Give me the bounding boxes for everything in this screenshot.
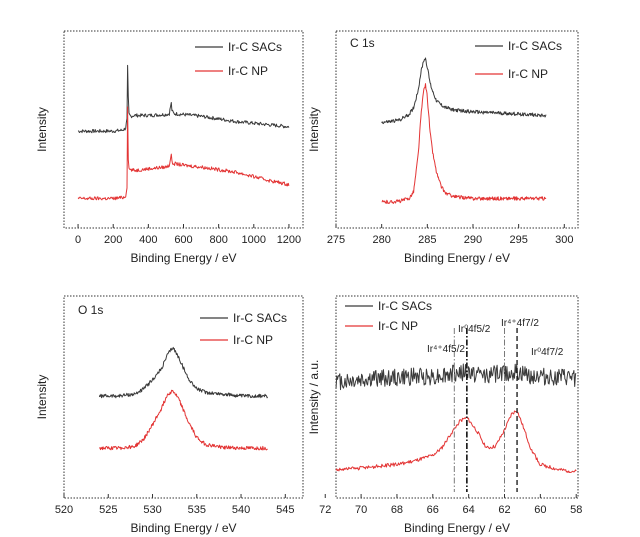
peak-annotation: Ir⁴⁺4f5/2 — [427, 344, 465, 355]
x-tick-label: 70 — [355, 504, 367, 516]
x-tick-label: 285 — [418, 234, 436, 246]
x-axis-label: Binding Energy / eV — [404, 521, 510, 535]
legend-label: Ir-C NP — [378, 319, 418, 333]
y-axis-label: Intensity — [35, 107, 49, 152]
x-tick-label: 1200 — [277, 234, 301, 246]
x-tick-label: 1000 — [242, 234, 266, 246]
legend-label: Ir-C NP — [508, 67, 548, 81]
legend-label: Ir-C SACs — [508, 39, 562, 53]
legend-label: Ir-C SACs — [233, 311, 287, 325]
x-tick-label: 60 — [534, 504, 546, 516]
legend-label: Ir-C NP — [233, 333, 273, 347]
x-axis-label: Binding Energy / eV — [130, 251, 236, 265]
y-axis-label: Intensity / a.u. — [307, 360, 321, 435]
x-tick-label: 290 — [464, 234, 482, 246]
x-tick-label: 530 — [143, 504, 161, 516]
x-tick-label: 535 — [188, 504, 206, 516]
series-line-ir-c-sacs — [77, 64, 290, 134]
peak-annotation: Ir⁰4f7/2 — [531, 347, 564, 358]
series-line-ir-c-sacs — [98, 346, 269, 399]
x-tick-label: 58 — [570, 504, 582, 516]
series-line-ir-c-np — [335, 410, 577, 473]
x-tick-label: 72 — [319, 504, 331, 516]
x-tick-label: 545 — [276, 504, 294, 516]
x-tick-label: 0 — [75, 234, 81, 246]
series-line-ir-c-sacs — [335, 363, 577, 391]
legend-label: Ir-C SACs — [378, 299, 432, 313]
peak-annotation: Ir⁴⁺4f7/2 — [501, 318, 539, 329]
x-tick-label: 520 — [55, 504, 73, 516]
x-axis-label: Binding Energy / eV — [130, 521, 236, 535]
panel-title: O 1s — [78, 303, 103, 317]
x-tick-label: 64 — [463, 504, 475, 516]
x-tick-label: 275 — [327, 234, 345, 246]
y-axis-label: Intensity — [35, 375, 49, 420]
x-tick-label: 800 — [209, 234, 227, 246]
series-line-ir-c-np — [99, 389, 268, 451]
x-tick-label: 540 — [232, 504, 250, 516]
x-axis-label: Binding Energy / eV — [404, 251, 510, 265]
series-line-ir-c-sacs — [381, 57, 547, 125]
chart-panel-1: 0 200 400 600 800 1000 1200 Binding Energy / eV… — [35, 30, 304, 265]
x-tick-label: 62 — [498, 504, 510, 516]
chart-panel-3: 520 525 530 535 540 545 Binding Energy / eV Int… — [35, 295, 304, 535]
panel-title: C 1s — [350, 36, 375, 50]
x-tick-label: 280 — [372, 234, 390, 246]
series-line-ir-c-np — [77, 106, 290, 201]
x-tick-label: 200 — [104, 234, 122, 246]
x-tick-label: 66 — [427, 504, 439, 516]
x-tick-label: 600 — [174, 234, 192, 246]
x-tick-label: 525 — [99, 504, 117, 516]
series-line-ir-c-np — [381, 83, 547, 204]
x-tick-label: 300 — [555, 234, 573, 246]
y-axis-label: Intensity — [307, 107, 321, 152]
x-tick-label: 68 — [391, 504, 403, 516]
x-tick-label: 295 — [509, 234, 527, 246]
chart-panel-4: 72 70 68 66 64 62 60 58 Binding Energy / eV Inten… — [307, 295, 582, 535]
plot-frame — [335, 30, 579, 229]
legend-label: Ir-C NP — [228, 64, 268, 78]
x-tick-label: 400 — [139, 234, 157, 246]
plot-frame — [335, 295, 579, 499]
chart-panel-2: 275 280 285 290 295 300 Binding Energy / eV Int… — [307, 30, 579, 265]
plot-frame — [63, 295, 304, 499]
legend-label: Ir-C SACs — [228, 40, 282, 54]
peak-annotation: Ir⁰4f5/2 — [458, 324, 491, 335]
